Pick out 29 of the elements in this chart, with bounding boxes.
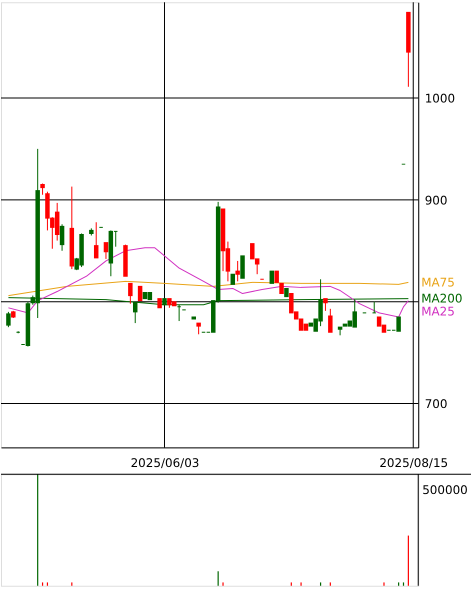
candlestick	[128, 282, 133, 304]
candlestick	[279, 282, 284, 294]
candlestick	[104, 242, 108, 260]
line-series	[8, 280, 409, 296]
candlestick	[274, 270, 279, 283]
x-tick-label: 2025/08/15	[379, 456, 448, 470]
candlestick	[94, 222, 98, 258]
candlestick	[196, 322, 201, 335]
candlestick	[323, 298, 328, 312]
candlestick	[270, 270, 274, 284]
line-series	[8, 247, 409, 318]
y-tick-label: 900	[424, 193, 448, 208]
y-tick-label: 1000	[424, 91, 456, 106]
candlestick	[157, 298, 162, 308]
series-label: MA75	[421, 275, 455, 290]
candlestick	[40, 183, 45, 196]
candlestick	[230, 274, 236, 285]
y-tick-label: 700	[424, 397, 448, 412]
candlestick	[60, 224, 64, 252]
candlestick	[138, 286, 142, 302]
candlestick	[235, 260, 240, 282]
text: 500000	[422, 483, 468, 498]
candlestick	[240, 255, 245, 279]
x-tick-label: 2025/06/03	[130, 456, 200, 470]
series-label: MA25	[421, 304, 455, 319]
series-label: MA200	[421, 292, 462, 306]
candlestick	[396, 316, 401, 332]
candlestick	[6, 311, 11, 328]
candlestick	[328, 308, 333, 333]
